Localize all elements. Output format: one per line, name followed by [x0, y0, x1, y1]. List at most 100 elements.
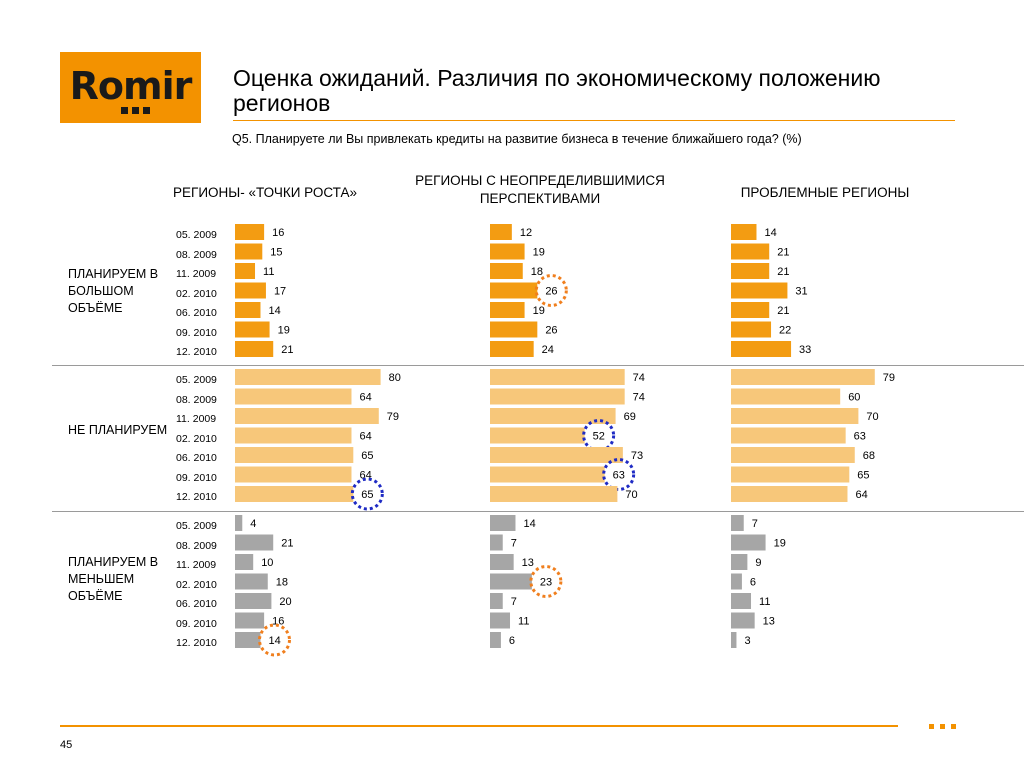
survey-question: Q5. Планируете ли Вы привлекать кредиты …	[232, 132, 802, 146]
bar-value-label: 21	[777, 247, 789, 259]
period-label: 08. 2009	[176, 393, 217, 406]
bar-value-label: 19	[533, 305, 545, 317]
bar-value-label: 70	[625, 489, 637, 501]
bar-value-label: 11	[759, 596, 770, 608]
bar-value-label: 24	[542, 344, 554, 356]
bar-not-plan-problem	[731, 427, 846, 444]
bar-value-label: 26	[545, 286, 557, 298]
bar-value-label: 73	[631, 450, 643, 462]
footer-rule	[60, 725, 898, 727]
bar-not-plan-problem	[731, 486, 848, 502]
group-separator	[52, 511, 1024, 512]
period-label: 11. 2009	[176, 268, 217, 280]
bar-not-plan-undetermined	[490, 447, 623, 463]
bar-plan-large-problem	[731, 302, 770, 318]
bar-plan-large-problem	[731, 263, 770, 279]
bar-not-plan-growth	[235, 466, 352, 483]
bar-value-label: 64	[359, 431, 371, 443]
period-label: 02. 2010	[176, 578, 217, 591]
bar-value-label: 7	[511, 538, 517, 550]
bar-not-plan-problem	[731, 447, 855, 463]
bar-value-label: 17	[274, 286, 286, 298]
bar-value-label: 13	[522, 557, 534, 569]
period-label: 08. 2009	[176, 539, 217, 552]
group-separator	[52, 365, 1024, 366]
bar-value-label: 11	[518, 616, 529, 628]
period-label: 11. 2009	[176, 413, 217, 425]
column-header-undetermined: РЕГИОНЫ С НЕОПРЕДЕЛИВШИМИСЯ ПЕРСПЕКТИВАМ…	[415, 173, 665, 206]
bar-value-label: 70	[866, 411, 878, 423]
period-label: 06. 2010	[176, 598, 217, 610]
bar-not-plan-growth	[235, 427, 352, 444]
bar-plan-large-problem	[731, 321, 772, 338]
bar-value-label: 6	[509, 635, 515, 647]
bar-value-label: 79	[883, 372, 895, 384]
highlight-circle	[582, 419, 616, 452]
bar-value-label: 20	[279, 596, 291, 608]
bar-plan-small-problem	[731, 632, 737, 648]
bar-value-label: 18	[531, 266, 543, 278]
period-label: 09. 2010	[176, 617, 217, 630]
bar-value-label: 14	[268, 635, 280, 647]
bar-plan-small-growth	[235, 573, 268, 590]
bar-plan-small-undetermined	[490, 554, 514, 570]
page-title: Оценка ожиданий. Различия по экономическ…	[233, 65, 881, 116]
bar-not-plan-undetermined	[490, 486, 618, 502]
bar-not-plan-undetermined	[490, 369, 625, 385]
bar-plan-small-growth	[235, 515, 243, 531]
bar-value-label: 19	[278, 325, 290, 337]
bar-value-label: 21	[281, 538, 293, 550]
bar-plan-large-undetermined	[490, 263, 523, 279]
period-label: 12. 2010	[176, 491, 217, 503]
bar-not-plan-undetermined	[490, 388, 625, 405]
bar-plan-large-problem	[731, 243, 770, 260]
bar-value-label: 6	[750, 577, 756, 589]
bar-plan-small-undetermined	[490, 534, 503, 551]
bar-value-label: 26	[545, 325, 557, 337]
bar-not-plan-growth	[235, 388, 352, 405]
bar-value-label: 79	[387, 411, 399, 423]
bar-value-label: 74	[633, 392, 645, 404]
bar-not-plan-undetermined	[490, 466, 605, 483]
bar-plan-large-undetermined	[490, 282, 538, 299]
logo-text: Romir	[69, 64, 193, 108]
bar-value-label: 33	[799, 344, 811, 356]
bar-value-label: 18	[276, 577, 288, 589]
bar-value-label: 16	[272, 616, 284, 628]
title-rule	[233, 120, 955, 121]
bar-plan-small-growth	[235, 554, 254, 570]
bar-value-label: 7	[511, 596, 517, 608]
bar-not-plan-problem	[731, 369, 875, 385]
bar-plan-small-problem	[731, 573, 742, 590]
bar-value-label: 64	[359, 392, 371, 404]
bar-plan-small-growth	[235, 612, 265, 629]
column-header-problem: ПРОБЛЕМНЫЕ РЕГИОНЫ	[740, 185, 910, 200]
period-label: 09. 2010	[176, 471, 217, 484]
bar-not-plan-growth	[235, 369, 381, 385]
bar-value-label: 63	[613, 470, 625, 482]
bar-value-label: 23	[540, 577, 552, 589]
logo-dots	[121, 107, 150, 114]
period-label: 05. 2009	[176, 374, 217, 386]
period-label: 09. 2010	[176, 326, 217, 339]
bar-plan-small-problem	[731, 554, 748, 570]
bar-plan-large-undetermined	[490, 224, 512, 240]
period-label: 12. 2010	[176, 346, 217, 358]
bar-plan-small-growth	[235, 632, 261, 648]
bar-not-plan-problem	[731, 408, 859, 424]
bar-plan-small-problem	[731, 515, 744, 531]
bar-value-label: 74	[633, 372, 645, 384]
bar-not-plan-problem	[731, 388, 841, 405]
bar-value-label: 21	[777, 266, 789, 278]
bar-plan-small-problem	[731, 534, 766, 551]
bar-value-label: 65	[361, 489, 373, 501]
bar-value-label: 11	[263, 266, 274, 278]
group-label-plan-small: ПЛАНИРУЕМ В МЕНЬШЕМ ОБЪЁМЕ	[68, 555, 159, 603]
bar-plan-large-undetermined	[490, 302, 525, 318]
bar-plan-large-undetermined	[490, 341, 534, 357]
bar-plan-large-growth	[235, 321, 270, 338]
bar-value-label: 19	[774, 538, 786, 550]
bar-value-label: 60	[848, 392, 860, 404]
bar-value-label: 65	[857, 470, 869, 482]
bar-value-label: 80	[389, 372, 401, 384]
